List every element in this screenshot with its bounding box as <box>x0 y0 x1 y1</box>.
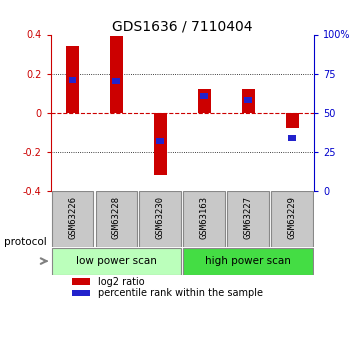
Bar <box>183 191 225 247</box>
Bar <box>286 112 299 128</box>
Bar <box>52 191 93 247</box>
Bar <box>156 138 164 144</box>
Bar <box>154 112 167 175</box>
Bar <box>200 93 208 99</box>
Text: GSM63163: GSM63163 <box>200 196 209 239</box>
Bar <box>110 37 123 112</box>
Bar <box>69 78 77 83</box>
Text: GSM63226: GSM63226 <box>68 196 77 239</box>
Bar <box>113 78 120 84</box>
Bar <box>244 97 252 103</box>
Bar <box>66 46 79 112</box>
Text: GSM63229: GSM63229 <box>288 196 297 239</box>
Text: low power scan: low power scan <box>76 256 157 266</box>
Bar <box>139 191 181 247</box>
Text: GSM63230: GSM63230 <box>156 196 165 239</box>
Text: GSM63227: GSM63227 <box>244 196 253 239</box>
Bar <box>96 191 137 247</box>
Bar <box>71 278 90 285</box>
Text: percentile rank within the sample: percentile rank within the sample <box>98 288 263 298</box>
Text: protocol: protocol <box>4 237 46 247</box>
Bar <box>227 191 269 247</box>
Text: log2 ratio: log2 ratio <box>98 277 145 287</box>
Bar <box>271 191 313 247</box>
Bar <box>183 248 313 275</box>
Bar <box>198 89 211 112</box>
Bar <box>71 290 90 296</box>
Bar <box>288 135 296 141</box>
Bar <box>52 248 181 275</box>
Bar <box>242 89 255 112</box>
Title: GDS1636 / 7110404: GDS1636 / 7110404 <box>112 19 253 33</box>
Text: high power scan: high power scan <box>205 256 291 266</box>
Text: GSM63228: GSM63228 <box>112 196 121 239</box>
